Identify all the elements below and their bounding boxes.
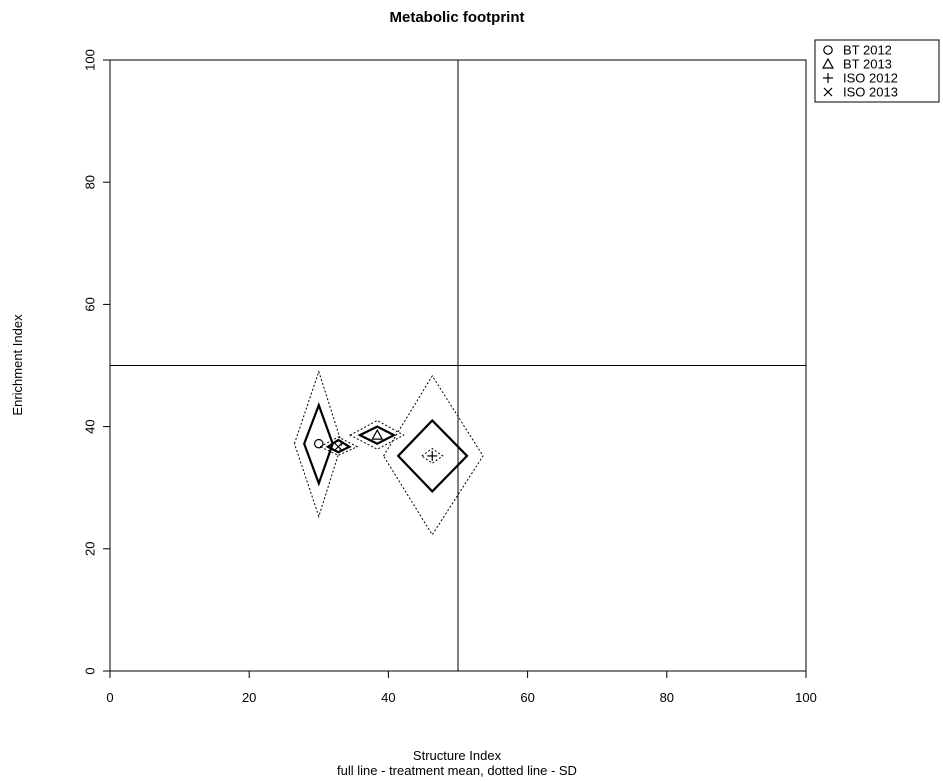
legend-symbol (823, 87, 833, 97)
data-point (371, 428, 384, 440)
chart-title: Metabolic footprint (390, 9, 525, 26)
mean-diamond (396, 418, 469, 493)
legend-label: BT 2013 (843, 57, 892, 72)
cross-symbol-b (333, 442, 343, 452)
triangle-symbol (371, 428, 384, 440)
sd-diamond (293, 370, 343, 519)
x-tick-label: 40 (381, 690, 395, 705)
data-point (333, 442, 343, 452)
y-tick-label: 20 (83, 542, 98, 556)
cross-symbol-b (823, 87, 833, 97)
y-axis-label: Enrichment Index (10, 314, 25, 416)
legend-label: ISO 2013 (843, 85, 898, 100)
x-tick-label: 100 (795, 690, 817, 705)
x-tick-label: 0 (106, 690, 113, 705)
sd-diamond (349, 419, 405, 450)
legend-label: BT 2012 (843, 43, 892, 58)
data-point (313, 438, 324, 449)
x-axis: 0 20 40 60 80 100 (106, 670, 817, 705)
legend-symbol (823, 45, 833, 55)
legend-symbol (823, 73, 833, 83)
x-tick-label: 20 (242, 690, 256, 705)
mean-diamond (303, 402, 334, 487)
y-axis: 0 20 40 60 80 100 (83, 49, 111, 675)
y-tick-label: 0 (83, 667, 98, 674)
y-tick-label: 100 (83, 49, 98, 71)
data-point (427, 450, 438, 461)
y-tick-label: 40 (83, 419, 98, 433)
x-tick-label: 80 (660, 690, 674, 705)
y-tick-label: 80 (83, 175, 98, 189)
circle-symbol (823, 45, 833, 55)
y-tick-label: 60 (83, 297, 98, 311)
inner-sd-diamond (420, 447, 444, 464)
mean-diamond (357, 425, 397, 445)
x-axis-label: Structure Index (413, 748, 502, 763)
legend-label: ISO 2012 (843, 71, 898, 86)
triangle-symbol (821, 57, 835, 69)
diamond-markers (293, 370, 484, 536)
x-tick-label: 60 (520, 690, 534, 705)
data-points (313, 428, 438, 461)
legend-symbol (821, 57, 835, 69)
x-axis-sublabel: full line - treatment mean, dotted line … (337, 763, 577, 778)
legend-box (814, 39, 940, 103)
reference-lines (110, 60, 806, 671)
sd-diamond (382, 374, 484, 536)
circle-symbol (313, 438, 324, 449)
